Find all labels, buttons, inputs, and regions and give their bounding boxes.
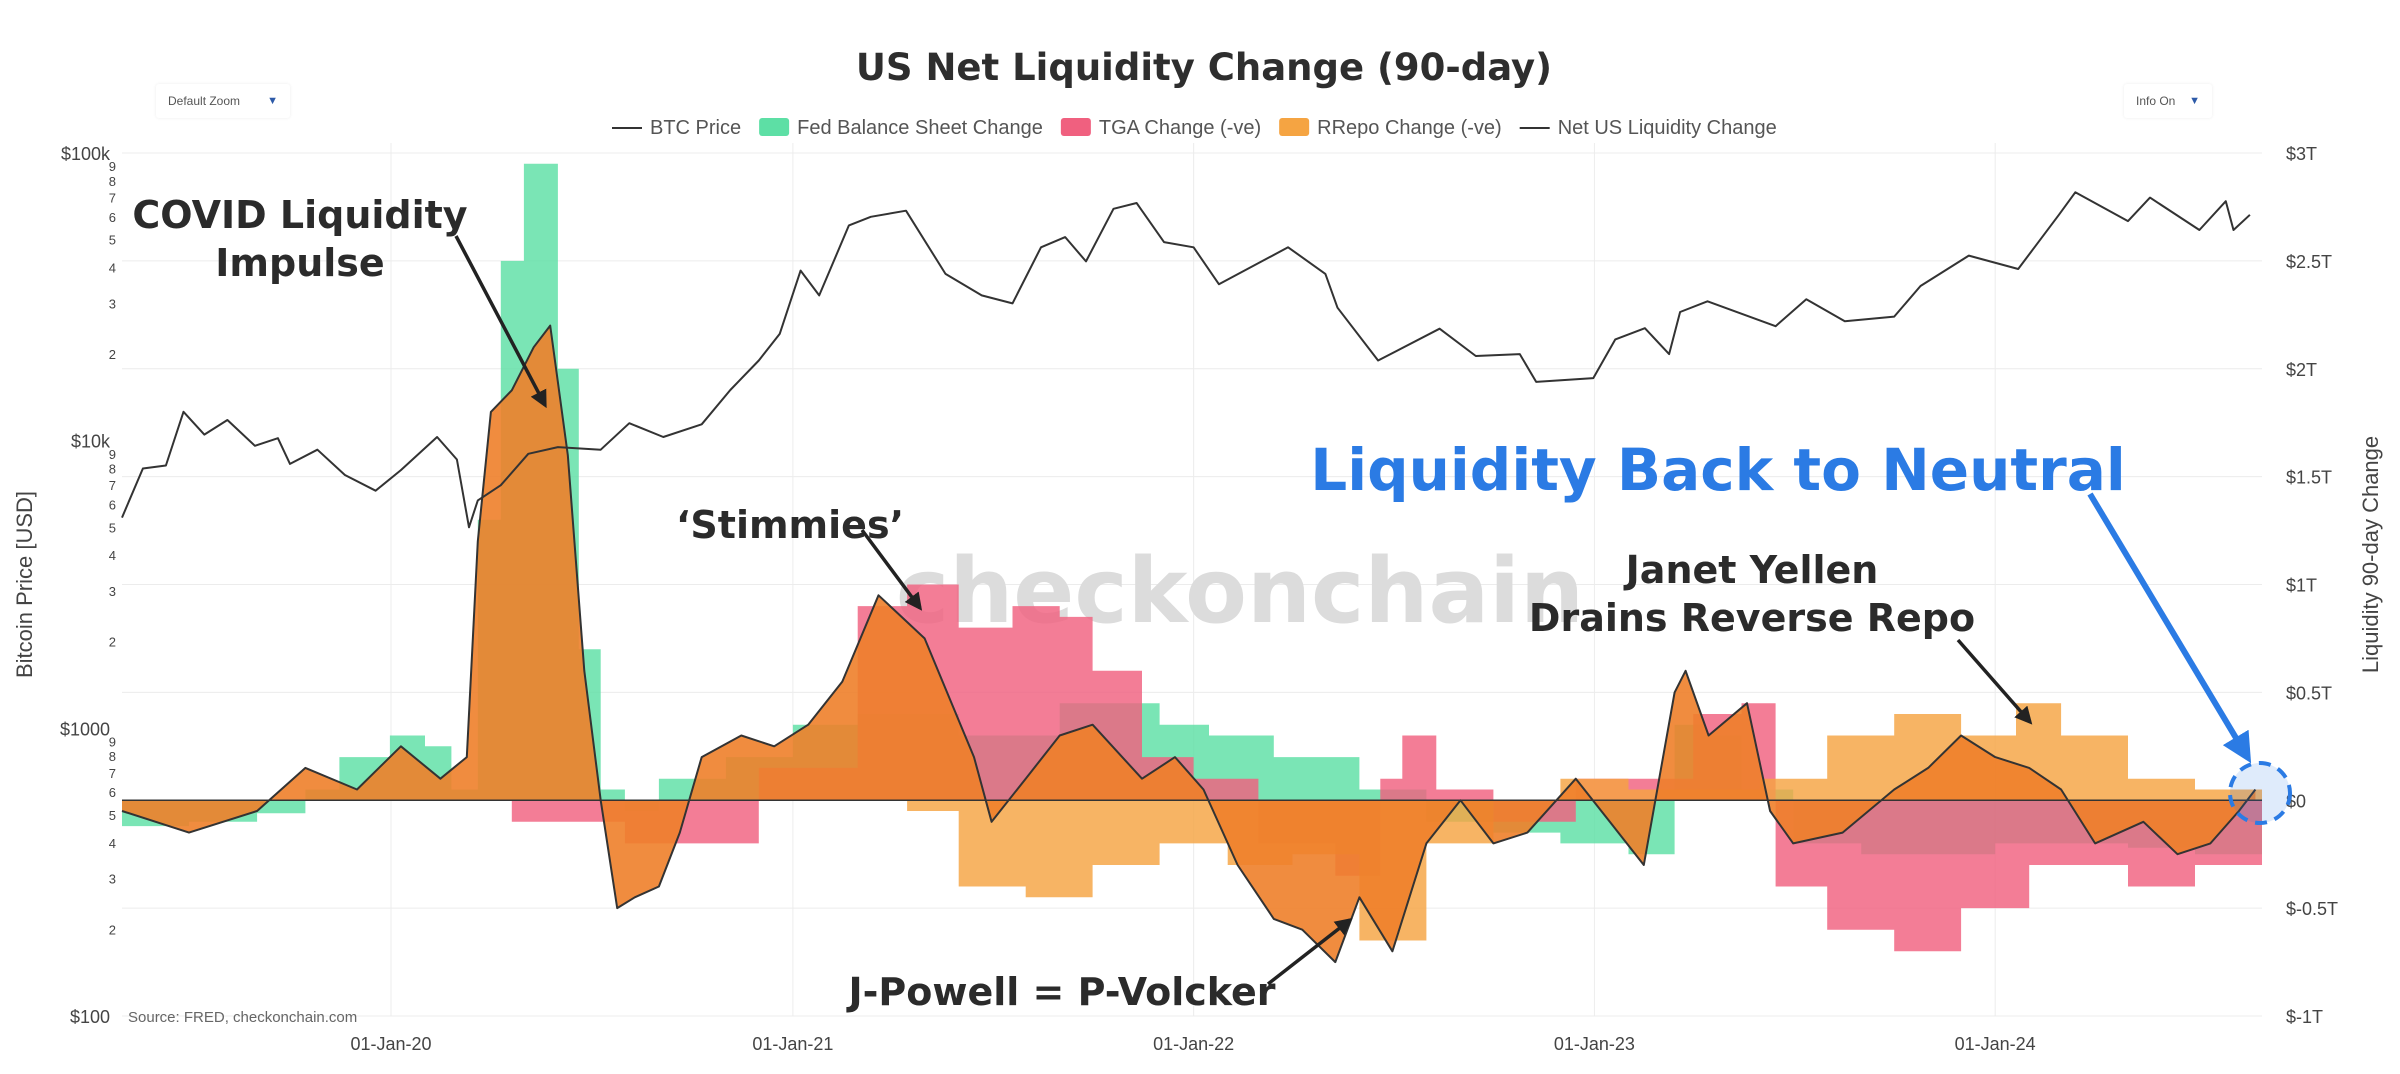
y-left-minor-tick-label: 9 xyxy=(109,447,116,462)
annotation-covid: COVID Liquidity Impulse xyxy=(132,193,467,285)
y-left-tick-label: $100 xyxy=(70,1007,110,1027)
y-right-tick-label: $-0.5T xyxy=(2286,899,2338,919)
y-left-minor-tick-label: 5 xyxy=(109,233,116,248)
chevron-down-icon: ▼ xyxy=(2189,95,2200,107)
line-series xyxy=(121,191,2257,964)
legend-item[interactable]: Net US Liquidity Change xyxy=(1519,117,1777,139)
y-right-tick-label: $-1T xyxy=(2286,1007,2323,1027)
x-tick-label: 01-Jan-21 xyxy=(752,1034,833,1054)
line-net-us-liquidity-change xyxy=(121,324,2257,964)
area-tga-change-ve- xyxy=(122,584,2262,952)
axes: $3T$2.5T$2T$1.5T$1T$0.5T$0$-0.5T$-1T01-J… xyxy=(12,144,2383,1054)
y-left-minor-tick-label: 3 xyxy=(109,872,116,887)
legend-label: TGA Change (-ve) xyxy=(1099,117,1261,139)
annotations: COVID Liquidity Impulse ‘Stimmies’ J-Powell… xyxy=(132,193,2292,1014)
y-left-minor-tick-label: 4 xyxy=(109,836,116,851)
y-left-minor-tick-label: 9 xyxy=(109,734,116,749)
y-left-minor-tick-label: 8 xyxy=(109,174,116,189)
y-left-minor-tick-label: 5 xyxy=(109,520,116,535)
y-left-minor-tick-label: 6 xyxy=(109,210,116,225)
y-left-tick-label: $1000 xyxy=(60,719,110,739)
annotation-yellen: Janet Yellen Drains Reverse Repo xyxy=(1529,548,1975,640)
legend-item[interactable]: BTC Price xyxy=(612,117,741,139)
zoom-select[interactable]: Default Zoom ▼ xyxy=(156,84,290,118)
line-btc-price xyxy=(121,191,2251,529)
y-left-axis-title: Bitcoin Price [USD] xyxy=(12,491,37,678)
y-left-minor-tick-label: 6 xyxy=(109,497,116,512)
area-net-us-liquidity-fill xyxy=(122,325,2256,963)
y-left-minor-tick-label: 2 xyxy=(109,635,116,650)
legend-label: Fed Balance Sheet Change xyxy=(797,117,1043,139)
chevron-down-icon: ▼ xyxy=(267,95,278,107)
y-right-axis-title: Liquidity 90-day Change xyxy=(2358,436,2383,673)
legend[interactable]: BTC Price Fed Balance Sheet Change TGA Cha… xyxy=(612,117,1777,139)
legend-label: BTC Price xyxy=(650,117,741,139)
watermark: checkonchain xyxy=(896,539,1584,644)
legend-label: Net US Liquidity Change xyxy=(1558,117,1777,139)
y-right-tick-label: $1.5T xyxy=(2286,468,2332,488)
x-tick-label: 01-Jan-24 xyxy=(1955,1034,2036,1054)
neutral-highlight-circle xyxy=(2228,761,2292,825)
arrow-covid xyxy=(454,235,547,409)
y-left-minor-tick-label: 5 xyxy=(109,808,116,823)
y-right-tick-label: $0.5T xyxy=(2286,683,2332,703)
y-left-minor-tick-label: 4 xyxy=(109,260,116,275)
y-right-tick-label: $1T xyxy=(2286,576,2317,596)
arrow-powell xyxy=(1266,917,1353,986)
legend-item[interactable]: RRepo Change (-ve) xyxy=(1279,117,1502,139)
annotation-powell: J-Powell = P-Volcker xyxy=(845,970,1275,1014)
y-right-tick-label: $2T xyxy=(2286,360,2317,380)
x-tick-label: 01-Jan-20 xyxy=(350,1034,431,1054)
legend-swatch xyxy=(1060,118,1091,136)
area-series xyxy=(122,163,2262,963)
legend-swatch xyxy=(1279,118,1310,136)
y-left-minor-tick-label: 7 xyxy=(109,478,116,493)
arrow-neutral xyxy=(2087,492,2252,764)
annotation-neutral: Liquidity Back to Neutral xyxy=(1310,436,2125,504)
y-left-minor-tick-label: 7 xyxy=(109,766,116,781)
info-select-value: Info On xyxy=(2136,94,2176,108)
y-left-minor-tick-label: 4 xyxy=(109,548,116,563)
zoom-select-value: Default Zoom xyxy=(168,94,241,108)
info-select[interactable]: Info On ▼ xyxy=(2124,84,2212,118)
arrow-stimmies xyxy=(860,528,923,611)
y-left-minor-tick-label: 2 xyxy=(109,347,116,362)
y-left-tick-label: $100k xyxy=(61,144,111,164)
legend-label: RRepo Change (-ve) xyxy=(1317,117,1502,139)
y-left-minor-tick-label: 8 xyxy=(109,462,116,477)
y-left-tick-label: $10k xyxy=(71,432,111,452)
legend-swatch xyxy=(759,118,790,136)
x-tick-label: 01-Jan-22 xyxy=(1153,1034,1234,1054)
chart-title: US Net Liquidity Change (90-day) xyxy=(856,46,1552,89)
arrow-yellen xyxy=(1956,638,2033,725)
annotation-stimmies: ‘Stimmies’ xyxy=(676,503,904,547)
source-note: Source: FRED, checkonchain.com xyxy=(128,1009,357,1026)
y-left-minor-tick-label: 3 xyxy=(109,296,116,311)
y-left-minor-tick-label: 9 xyxy=(109,159,116,174)
y-left-minor-tick-label: 3 xyxy=(109,584,116,599)
legend-item[interactable]: Fed Balance Sheet Change xyxy=(759,117,1043,139)
area-rrepo-change-ve- xyxy=(122,703,2262,941)
y-left-minor-tick-label: 8 xyxy=(109,749,116,764)
y-left-minor-tick-label: 7 xyxy=(109,191,116,206)
y-right-tick-label: $2.5T xyxy=(2286,252,2332,272)
y-right-tick-label: $3T xyxy=(2286,144,2317,164)
y-left-minor-tick-label: 2 xyxy=(109,922,116,937)
x-tick-label: 01-Jan-23 xyxy=(1554,1034,1635,1054)
y-left-minor-tick-label: 6 xyxy=(109,785,116,800)
legend-item[interactable]: TGA Change (-ve) xyxy=(1060,117,1261,139)
